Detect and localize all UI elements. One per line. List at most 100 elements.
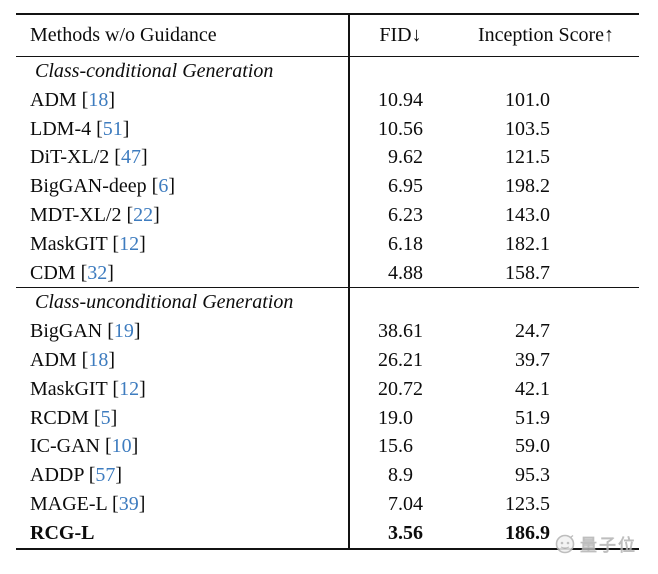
method-cell: RCDM [5]	[30, 406, 118, 429]
method-name: MAGE-L	[30, 492, 108, 515]
method-cell: ADDP [57]	[30, 464, 123, 487]
header-fid: FID↓	[379, 24, 422, 46]
inception-score-value	[453, 57, 639, 86]
fid-value: 8.9	[388, 464, 413, 487]
column-divider-rule	[348, 15, 350, 548]
citation-link[interactable]: 32	[87, 261, 108, 284]
fid-value: 6.18	[388, 232, 423, 255]
citation-link[interactable]: 57	[95, 464, 116, 487]
section-title-row: Class-conditional Generation	[16, 57, 639, 86]
table-row: MDT-XL/2 [22] 6.23 143.0	[16, 201, 639, 230]
header-rule	[16, 56, 639, 57]
table-header-row: Methods w/o Guidance FID↓ Inception Scor…	[16, 15, 639, 56]
fid-value: 38.61	[378, 320, 423, 343]
citation-link[interactable]: 6	[158, 175, 169, 198]
inception-score-value: 42.1	[515, 377, 550, 400]
fid-value: 10.94	[378, 88, 423, 111]
method-name: LDM-4	[30, 117, 92, 140]
method-cell: IC-GAN [10]	[30, 435, 139, 458]
method-cell: MDT-XL/2 [22]	[30, 203, 160, 226]
table-row: IC-GAN [10] 15.6 59.0	[16, 432, 639, 461]
method-name: RCDM	[30, 406, 89, 429]
inception-score-value: 123.5	[505, 492, 550, 515]
section-title-cell: Class-conditional Generation	[16, 57, 348, 86]
inception-score-value: 103.5	[505, 117, 550, 140]
table-row: BigGAN [19] 38.61 24.7	[16, 317, 639, 346]
method-name: MaskGIT	[30, 377, 108, 400]
inception-score-value: 182.1	[505, 232, 550, 255]
header-methods: Methods w/o Guidance	[30, 24, 217, 46]
table-bottom-rule	[16, 547, 639, 550]
fid-value: 7.04	[388, 492, 423, 515]
qbitai-logo-icon	[555, 534, 575, 553]
fid-value: 26.21	[378, 348, 423, 371]
citation-link[interactable]: 12	[119, 232, 140, 255]
table-row: ADM [18] 26.21 39.7	[16, 346, 639, 375]
watermark-qbitai: 量子位	[554, 531, 637, 556]
section-title-cell: Class-unconditional Generation	[16, 288, 348, 317]
inception-score-value: 158.7	[505, 261, 550, 284]
citation-link[interactable]: 18	[88, 348, 109, 371]
method-name: ADDP	[30, 464, 84, 487]
table-row: LDM-4 [51] 10.56 103.5	[16, 115, 639, 144]
section-title: Class-unconditional Generation	[35, 291, 294, 314]
fid-value: 19.0	[378, 406, 413, 429]
method-name: BigGAN	[30, 320, 103, 343]
fid-value	[348, 288, 453, 317]
fid-value: 9.62	[388, 146, 423, 169]
fid-value: 15.6	[378, 435, 413, 458]
method-cell: DiT-XL/2 [47]	[30, 146, 148, 169]
fid-value: 4.88	[388, 261, 423, 284]
table-row: MaskGIT [12] 6.18 182.1	[16, 230, 639, 259]
table-row: DiT-XL/2 [47] 9.62 121.5	[16, 143, 639, 172]
section-title: Class-conditional Generation	[35, 60, 274, 82]
citation-link[interactable]: 18	[88, 88, 109, 111]
results-table: Methods w/o Guidance FID↓ Inception Scor…	[16, 13, 639, 550]
table-row: RCDM [5] 19.0 51.9	[16, 404, 639, 433]
citation-link[interactable]: 47	[120, 146, 141, 169]
section-title-row: Class-unconditional Generation	[16, 288, 639, 317]
watermark-text: 量子位	[580, 536, 637, 556]
table-row: CDM [32] 4.88 158.7	[16, 259, 639, 288]
citation-link[interactable]: 39	[118, 492, 139, 515]
method-name: ADM	[30, 348, 77, 371]
table-top-rule	[16, 13, 639, 15]
section-divider-rule	[16, 287, 639, 289]
citation-link[interactable]: 19	[113, 320, 134, 343]
inception-score-value: 95.3	[515, 464, 550, 487]
inception-score-value: 186.9	[505, 521, 550, 544]
method-cell: RCG-L	[16, 519, 348, 548]
inception-score-value	[453, 288, 639, 317]
method-name: RCG-L	[30, 521, 95, 544]
method-name: ADM	[30, 88, 77, 111]
method-cell: ADM [18]	[30, 88, 116, 111]
inception-score-value: 24.7	[515, 320, 550, 343]
inception-score-value: 51.9	[515, 406, 550, 429]
inception-score-value: 198.2	[505, 175, 550, 198]
method-name: MDT-XL/2	[30, 203, 122, 226]
method-name: IC-GAN	[30, 435, 100, 458]
fid-value: 6.95	[388, 175, 423, 198]
method-name: MaskGIT	[30, 232, 108, 255]
inception-score-value: 39.7	[515, 348, 550, 371]
table-row: RCG-L 3.56 186.9	[16, 519, 639, 548]
fid-value	[348, 57, 453, 86]
table-row: MaskGIT [12] 20.72 42.1	[16, 375, 639, 404]
citation-link[interactable]: 12	[119, 377, 140, 400]
fid-value: 3.56	[388, 521, 423, 544]
method-cell: LDM-4 [51]	[30, 117, 130, 140]
inception-score-value: 121.5	[505, 146, 550, 169]
method-cell: BigGAN-deep [6]	[30, 175, 175, 198]
table-row: ADM [18] 10.94 101.0	[16, 86, 639, 115]
inception-score-value: 143.0	[505, 203, 550, 226]
citation-link[interactable]: 22	[133, 203, 154, 226]
fid-value: 10.56	[378, 117, 423, 140]
method-cell: CDM [32]	[30, 261, 114, 284]
citation-link[interactable]: 5	[100, 406, 111, 429]
citation-link[interactable]: 51	[102, 117, 123, 140]
method-cell: MAGE-L [39]	[30, 492, 146, 515]
citation-link[interactable]: 10	[111, 435, 132, 458]
header-inception-score: Inception Score↑	[477, 24, 615, 46]
fid-value: 20.72	[378, 377, 423, 400]
